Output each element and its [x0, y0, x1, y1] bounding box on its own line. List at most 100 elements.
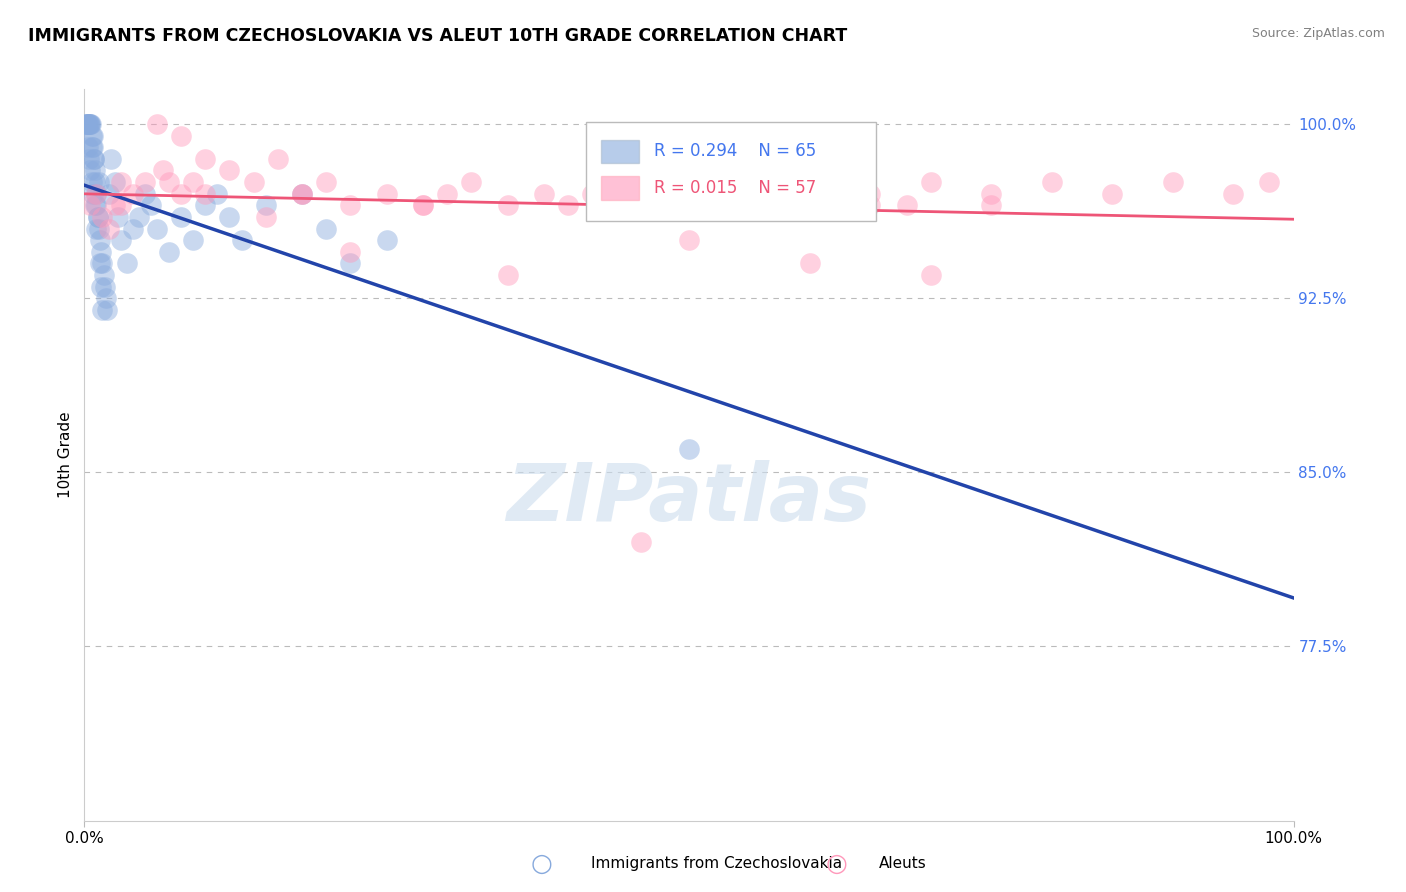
- Point: [460, 175, 482, 189]
- Point: [218, 210, 240, 224]
- Point: [107, 210, 129, 224]
- Point: [91, 302, 114, 317]
- Point: [1040, 175, 1063, 189]
- Point: [291, 186, 314, 201]
- Point: [83, 152, 105, 166]
- Text: Source: ZipAtlas.com: Source: ZipAtlas.com: [1251, 27, 1385, 40]
- Text: R = 0.015    N = 57: R = 0.015 N = 57: [654, 179, 815, 197]
- Point: [94, 279, 117, 293]
- Point: [315, 221, 337, 235]
- Y-axis label: 10th Grade: 10th Grade: [58, 411, 73, 499]
- Point: [231, 233, 253, 247]
- Point: [96, 302, 118, 317]
- FancyBboxPatch shape: [600, 177, 640, 200]
- Point: [920, 175, 942, 189]
- Point: [630, 535, 652, 549]
- Point: [86, 221, 108, 235]
- Point: [139, 198, 162, 212]
- Point: [90, 244, 112, 259]
- Point: [80, 117, 103, 131]
- Point: [157, 175, 180, 189]
- Point: [339, 244, 361, 259]
- Point: [121, 186, 143, 201]
- Point: [375, 186, 398, 201]
- Point: [82, 140, 104, 154]
- Point: [110, 175, 132, 189]
- Point: [91, 210, 114, 224]
- Point: [152, 163, 174, 178]
- Point: [254, 198, 277, 212]
- Point: [412, 198, 434, 212]
- Point: [194, 198, 217, 212]
- Point: [170, 186, 193, 201]
- Point: [76, 117, 98, 131]
- Point: [194, 152, 217, 166]
- Point: [121, 221, 143, 235]
- Point: [859, 186, 882, 201]
- Point: [104, 198, 127, 212]
- Point: [375, 233, 398, 247]
- Text: ZIPatlas: ZIPatlas: [506, 459, 872, 538]
- Point: [86, 198, 108, 212]
- Point: [76, 117, 98, 131]
- Point: [134, 175, 156, 189]
- Point: [89, 233, 111, 247]
- Point: [90, 279, 112, 293]
- Point: [134, 186, 156, 201]
- Point: [1101, 186, 1123, 201]
- Text: ○: ○: [530, 852, 553, 875]
- Point: [291, 186, 314, 201]
- Point: [339, 198, 361, 212]
- Point: [86, 210, 108, 224]
- Point: [533, 186, 555, 201]
- Point: [218, 163, 240, 178]
- Point: [170, 128, 193, 143]
- Point: [496, 198, 519, 212]
- Point: [91, 256, 114, 270]
- Point: [146, 221, 169, 235]
- Point: [738, 186, 761, 201]
- Point: [79, 117, 101, 131]
- Point: [82, 140, 104, 154]
- Point: [146, 117, 169, 131]
- Point: [799, 256, 821, 270]
- Text: R = 0.294    N = 65: R = 0.294 N = 65: [654, 143, 815, 161]
- Point: [87, 175, 110, 189]
- Point: [194, 186, 217, 201]
- Point: [75, 117, 97, 131]
- Point: [291, 186, 314, 201]
- Point: [87, 221, 110, 235]
- Point: [678, 233, 700, 247]
- Point: [181, 175, 204, 189]
- Point: [80, 175, 103, 189]
- Point: [980, 186, 1002, 201]
- Point: [93, 268, 115, 282]
- Point: [267, 152, 290, 166]
- Point: [557, 198, 579, 212]
- FancyBboxPatch shape: [586, 122, 876, 221]
- Point: [678, 186, 700, 201]
- Point: [97, 186, 120, 201]
- Point: [83, 163, 105, 178]
- Point: [84, 186, 107, 201]
- Point: [157, 244, 180, 259]
- Point: [1258, 175, 1281, 189]
- Point: [104, 175, 127, 189]
- Point: [82, 128, 104, 143]
- Point: [738, 186, 761, 201]
- Text: IMMIGRANTS FROM CZECHOSLOVAKIA VS ALEUT 10TH GRADE CORRELATION CHART: IMMIGRANTS FROM CZECHOSLOVAKIA VS ALEUT …: [28, 27, 848, 45]
- Point: [678, 442, 700, 456]
- Point: [82, 186, 104, 201]
- Point: [77, 140, 100, 154]
- Point: [207, 186, 229, 201]
- Point: [496, 268, 519, 282]
- Point: [1161, 175, 1184, 189]
- Point: [77, 117, 100, 131]
- Point: [412, 198, 434, 212]
- Point: [83, 152, 105, 166]
- Point: [315, 175, 337, 189]
- Point: [77, 117, 100, 131]
- Point: [110, 198, 132, 212]
- Point: [242, 175, 264, 189]
- Point: [1222, 186, 1244, 201]
